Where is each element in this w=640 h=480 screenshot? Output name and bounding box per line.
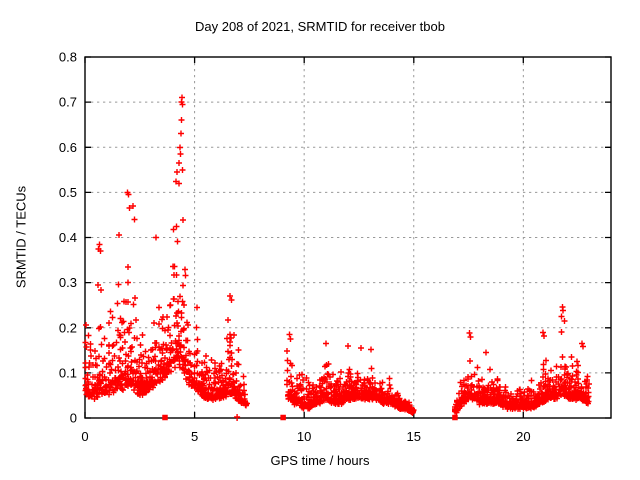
y-tick-label: 0.2: [59, 320, 77, 335]
axis-event-markers: [162, 414, 458, 421]
x-tick-label: 10: [297, 429, 311, 444]
y-tick-labels: 0 0.1 0.2 0.3 0.4 0.5 0.6 0.7 0.8: [59, 50, 77, 426]
plot-border: [84, 56, 612, 419]
scatter-points: [82, 94, 592, 416]
x-axis-label: GPS time / hours: [270, 453, 370, 468]
y-tick-label: 0.3: [59, 275, 77, 290]
y-tick-label: 0.5: [59, 185, 77, 200]
x-tick-label: 0: [81, 429, 88, 444]
y-tick-label: 0.1: [59, 365, 77, 380]
y-tick-label: 0.8: [59, 50, 77, 65]
x-tick-label: 5: [191, 429, 198, 444]
y-tick-label: 0.6: [59, 140, 77, 155]
x-tick-label: 15: [407, 429, 421, 444]
baseline-square-marker: [452, 414, 458, 421]
baseline-square-marker: [280, 414, 286, 421]
chart-title: Day 208 of 2021, SRMTID for receiver tbo…: [194, 19, 445, 34]
x-tick-labels: 0 5 10 15 20: [81, 429, 530, 444]
y-tick-label: 0.7: [59, 95, 77, 110]
grid-lines: [85, 57, 611, 418]
x-tick-label: 20: [516, 429, 530, 444]
y-tick-label: 0.4: [59, 230, 77, 245]
baseline-plus-marker: [234, 414, 241, 421]
y-tick-label: 0: [70, 411, 77, 426]
baseline-square-marker: [162, 414, 168, 421]
